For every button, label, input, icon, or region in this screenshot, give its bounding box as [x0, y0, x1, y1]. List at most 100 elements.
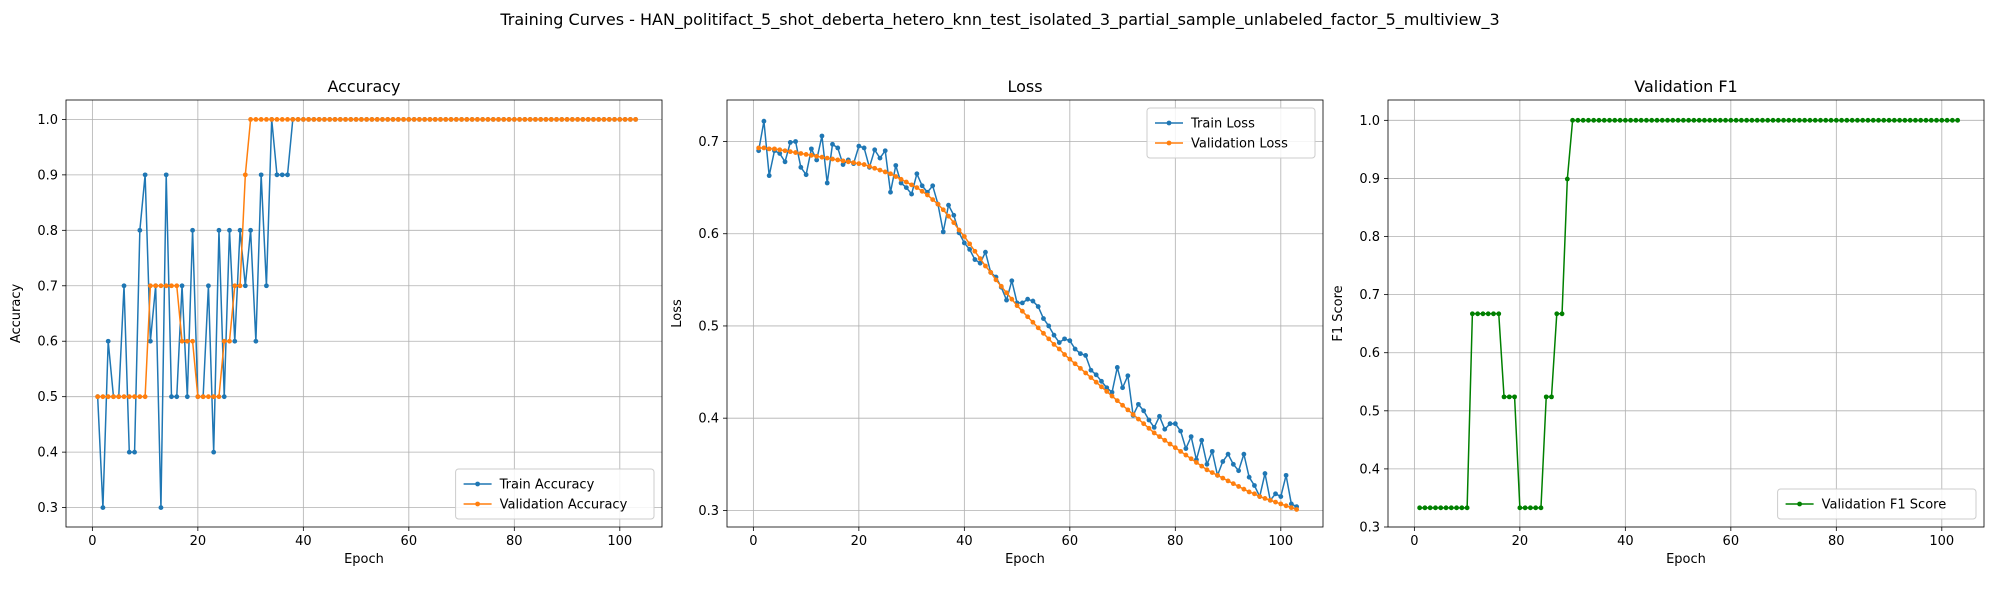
data-point	[184, 394, 190, 400]
data-point	[533, 117, 538, 122]
data-point	[401, 117, 406, 122]
data-point	[998, 283, 1004, 289]
data-point	[798, 164, 804, 170]
data-point	[105, 338, 111, 344]
data-point	[142, 394, 148, 400]
data-point	[200, 394, 206, 400]
data-point	[306, 117, 312, 122]
data-point	[903, 185, 909, 191]
data-point	[1294, 507, 1300, 512]
axes-frame	[1387, 99, 1985, 528]
data-point	[803, 152, 809, 157]
data-point	[606, 117, 612, 122]
data-point	[1262, 496, 1268, 501]
data-point	[1056, 346, 1062, 352]
data-point	[1162, 426, 1168, 432]
legend-marker	[475, 481, 480, 487]
data-point	[1760, 117, 1765, 123]
data-point	[195, 394, 201, 400]
data-point	[1644, 117, 1649, 123]
y-tick-label: 0.9	[37, 168, 58, 183]
data-point	[1093, 379, 1099, 385]
x-tick-label: 60	[1723, 534, 1740, 549]
data-point	[1083, 353, 1089, 358]
data-point	[253, 338, 259, 344]
legend-box	[1777, 488, 1977, 520]
data-point	[1019, 308, 1025, 314]
data-point	[1004, 290, 1009, 296]
data-point	[1886, 117, 1892, 123]
data-point	[206, 394, 211, 400]
data-point	[137, 227, 143, 233]
data-point	[1823, 117, 1829, 123]
data-point	[105, 394, 111, 400]
data-point	[1807, 117, 1813, 123]
data-point	[132, 394, 137, 400]
data-point	[1046, 336, 1052, 342]
x-tick-label: 0	[749, 534, 757, 549]
data-point	[935, 201, 941, 207]
data-point	[1278, 501, 1284, 507]
data-point	[1077, 365, 1083, 371]
data-point	[861, 145, 867, 151]
chart-title: Validation F1	[1634, 77, 1737, 96]
data-point	[1517, 505, 1523, 511]
data-point	[1475, 311, 1481, 317]
data-point	[1496, 311, 1502, 317]
data-point	[1733, 117, 1739, 123]
data-point	[1438, 505, 1444, 511]
data-point	[983, 263, 988, 269]
y-tick-label: 0.5	[698, 319, 719, 334]
data-point	[761, 118, 767, 124]
legend: Train Accuracy Validation Accuracy	[455, 468, 655, 520]
data-point	[137, 394, 143, 400]
data-point	[1580, 117, 1586, 123]
data-point	[1559, 311, 1565, 317]
data-point	[1236, 484, 1242, 489]
data-point	[1099, 384, 1104, 390]
data-point	[227, 227, 232, 233]
x-tick-label: 20	[1512, 534, 1529, 549]
data-point	[506, 117, 512, 122]
data-point	[627, 117, 633, 122]
data-point	[1146, 417, 1152, 423]
data-point	[126, 394, 132, 400]
data-point	[961, 240, 967, 246]
data-point	[543, 117, 549, 122]
y-tick-label: 1.0	[37, 113, 58, 128]
data-point	[174, 394, 180, 400]
data-point	[882, 169, 888, 175]
x-tick-label: 40	[1617, 534, 1634, 549]
data-point	[264, 283, 269, 289]
data-point	[443, 117, 449, 122]
data-point	[1744, 117, 1750, 123]
data-point	[888, 171, 893, 177]
data-point	[216, 227, 222, 233]
legend-label: Validation F1 Score	[1822, 498, 1947, 513]
data-point	[1209, 470, 1215, 475]
data-point	[787, 140, 793, 145]
data-point	[1533, 505, 1539, 511]
data-point	[1136, 416, 1141, 422]
data-point	[1881, 117, 1887, 123]
data-point	[1607, 117, 1612, 123]
data-point	[1464, 505, 1470, 511]
data-point	[258, 117, 264, 122]
data-point	[1035, 304, 1041, 309]
data-point	[946, 202, 951, 208]
data-point	[903, 179, 909, 185]
data-point	[861, 162, 867, 167]
data-point	[1670, 117, 1676, 123]
data-point	[1056, 340, 1062, 345]
data-point	[1067, 338, 1073, 344]
x-tick-label: 20	[851, 534, 868, 549]
legend: Validation F1 Score	[1777, 488, 1977, 520]
data-point	[782, 148, 788, 154]
data-point	[1913, 117, 1918, 123]
data-point	[919, 183, 925, 189]
data-point	[1273, 499, 1278, 505]
data-point	[1422, 505, 1428, 511]
data-point	[1955, 117, 1961, 123]
y-tick-label: 0.3	[1359, 521, 1380, 536]
data-point	[1528, 505, 1533, 511]
